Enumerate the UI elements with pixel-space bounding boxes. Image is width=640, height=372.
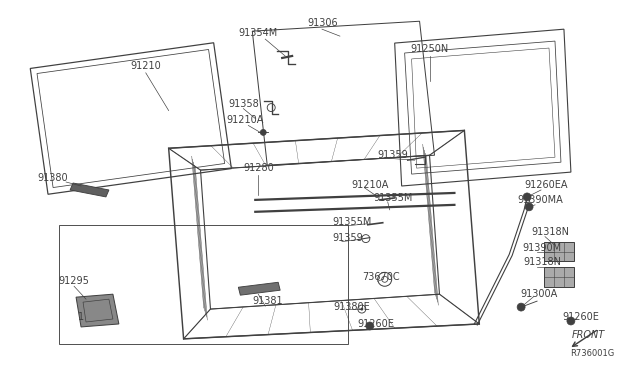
Polygon shape [238,282,280,295]
Text: 91354M: 91354M [239,28,278,38]
Circle shape [517,303,525,311]
Text: 91210A: 91210A [351,180,388,190]
Text: 91390MA: 91390MA [517,195,563,205]
Circle shape [260,129,266,135]
Text: 91381: 91381 [252,296,282,306]
Circle shape [525,203,533,211]
Text: 91300A: 91300A [520,289,557,299]
Text: 91355M: 91355M [332,217,372,227]
Text: R736001G: R736001G [570,349,614,358]
Text: 1: 1 [78,312,84,322]
Polygon shape [70,183,109,197]
Circle shape [366,322,374,330]
Text: 91355M: 91355M [373,193,412,203]
Text: 91280: 91280 [243,163,274,173]
Text: 73670C: 73670C [362,272,399,282]
Text: 91295: 91295 [59,276,90,286]
Text: 91306: 91306 [308,18,339,28]
Polygon shape [76,294,119,327]
Text: 91210: 91210 [131,61,161,71]
Text: 91359: 91359 [333,232,364,243]
Circle shape [567,317,575,325]
Text: 91358: 91358 [228,99,259,109]
Text: FRONT: FRONT [572,330,605,340]
Text: 91380: 91380 [38,173,68,183]
Text: 91380E: 91380E [333,302,370,312]
Text: 91260E: 91260E [563,312,599,322]
Text: 91210A: 91210A [227,115,264,125]
Text: 91250N: 91250N [410,44,449,54]
Polygon shape [544,241,574,262]
Text: 91260E: 91260E [357,319,394,329]
Text: 91359: 91359 [378,150,408,160]
Polygon shape [544,267,574,287]
Text: 91260EA: 91260EA [524,180,568,190]
Circle shape [360,308,364,311]
Text: 91318N: 91318N [523,257,561,267]
Text: 91390M: 91390M [522,243,561,253]
Circle shape [523,193,531,201]
Text: 91318N: 91318N [531,227,569,237]
